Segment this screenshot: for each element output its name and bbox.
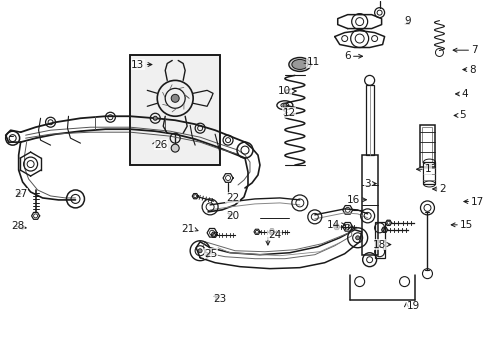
Text: 16: 16 [346, 195, 360, 205]
Bar [422, 127, 431, 162]
Circle shape [153, 116, 157, 120]
Text: 7: 7 [470, 45, 477, 55]
Text: 18: 18 [372, 239, 385, 249]
Text: 13: 13 [131, 59, 144, 69]
Ellipse shape [288, 58, 310, 71]
Text: 1: 1 [424, 164, 430, 174]
Text: 10: 10 [278, 86, 291, 96]
Text: 6: 6 [344, 51, 350, 61]
Text: 3: 3 [364, 179, 370, 189]
Circle shape [355, 236, 359, 240]
Text: 8: 8 [468, 64, 474, 75]
Bar [374, 222, 384, 258]
Bar [130, 55, 220, 165]
Circle shape [171, 144, 179, 152]
Text: 20: 20 [225, 211, 239, 221]
Text: 15: 15 [459, 220, 472, 230]
Text: 23: 23 [212, 294, 225, 304]
Text: 2: 2 [439, 184, 445, 194]
Bar [365, 85, 373, 155]
Text: 12: 12 [282, 108, 295, 118]
Bar [423, 162, 435, 184]
Bar [130, 55, 220, 165]
Circle shape [171, 94, 179, 102]
Text: 21: 21 [181, 225, 194, 234]
Text: 9: 9 [404, 17, 410, 27]
Text: 24: 24 [267, 230, 281, 239]
Circle shape [198, 249, 202, 253]
Text: 25: 25 [204, 248, 217, 258]
Text: 19: 19 [406, 301, 419, 311]
Text: 26: 26 [154, 140, 167, 150]
Text: 14: 14 [326, 220, 340, 230]
Text: 27: 27 [14, 189, 27, 199]
Bar [361, 155, 377, 255]
Text: 17: 17 [470, 197, 484, 207]
Text: 11: 11 [306, 57, 319, 67]
Bar [419, 125, 435, 167]
Ellipse shape [291, 59, 307, 69]
Text: 4: 4 [461, 89, 467, 99]
Text: 22: 22 [225, 193, 239, 203]
Text: 28: 28 [11, 221, 24, 231]
Text: 5: 5 [458, 111, 465, 121]
Circle shape [283, 103, 286, 107]
